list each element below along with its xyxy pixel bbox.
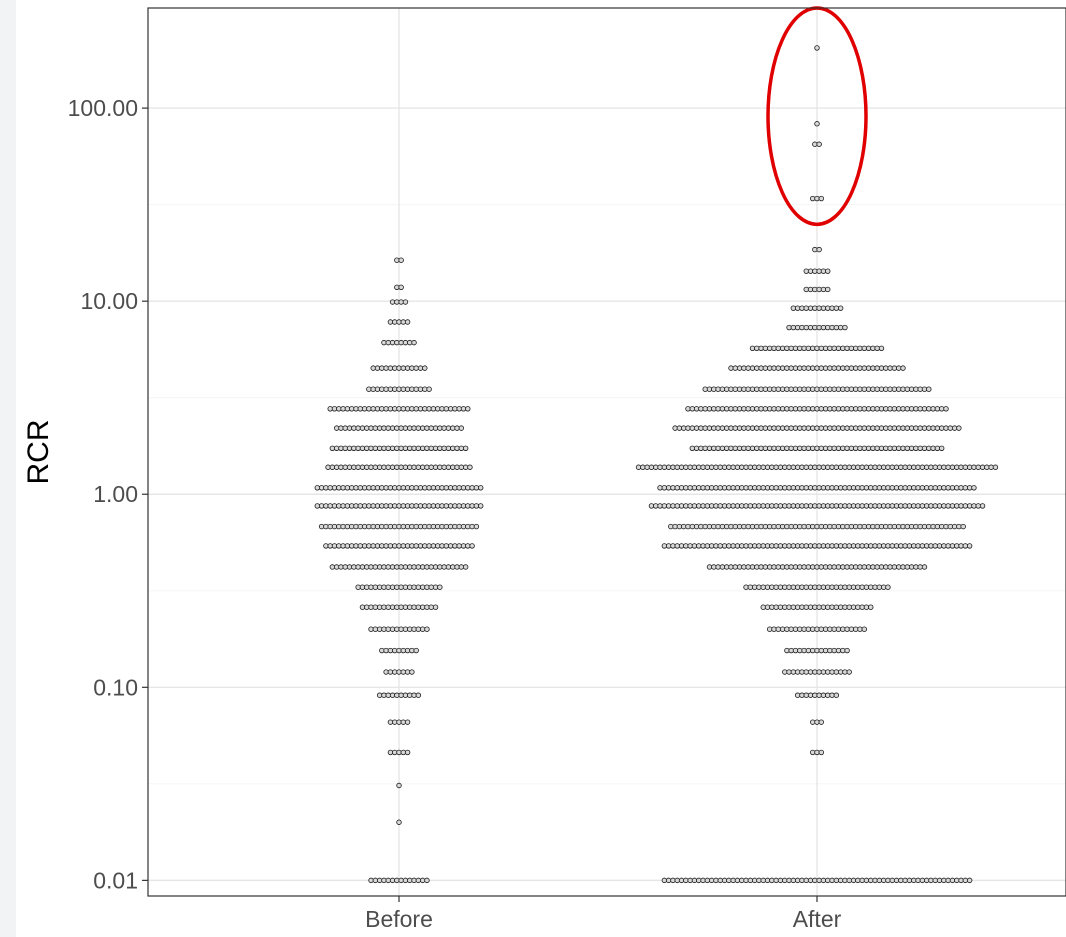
data-point	[424, 626, 430, 632]
data-point	[814, 45, 820, 51]
data-point	[885, 584, 891, 590]
x-axis: Before After	[365, 896, 842, 932]
data-point	[842, 324, 848, 331]
data-point	[478, 503, 484, 509]
data-point	[921, 564, 928, 570]
data-point	[462, 445, 469, 451]
data-point	[900, 365, 906, 371]
data-point	[979, 503, 986, 509]
grid-lines	[148, 8, 1066, 896]
data-point	[814, 121, 820, 127]
data-point	[396, 819, 402, 825]
data-point	[478, 485, 484, 491]
data-point	[404, 749, 411, 756]
data-point	[956, 425, 962, 431]
data-point	[825, 286, 831, 293]
data-point	[409, 669, 415, 675]
data-point	[404, 319, 411, 325]
x-tick-label: After	[793, 906, 842, 932]
data-point	[878, 345, 885, 352]
data-point	[846, 669, 852, 675]
data-point	[422, 365, 428, 371]
data-point	[818, 195, 824, 202]
data-points	[314, 45, 999, 884]
data-point	[467, 464, 473, 470]
data-point	[402, 299, 409, 305]
data-point	[825, 268, 831, 274]
data-point	[868, 604, 874, 610]
plot-border	[147, 7, 1066, 897]
data-point	[833, 692, 840, 698]
data-point	[971, 485, 977, 491]
data-point	[926, 386, 932, 392]
data-point	[424, 877, 430, 884]
data-point	[844, 647, 850, 654]
plot-panel	[148, 8, 1066, 896]
data-point	[458, 425, 465, 431]
data-point	[465, 406, 471, 412]
y-axis-title: RCR	[22, 420, 55, 485]
y-tick-label: 0.10	[93, 674, 138, 700]
data-point	[816, 141, 822, 147]
data-point	[437, 584, 443, 590]
data-point	[432, 604, 439, 610]
data-point	[861, 626, 867, 632]
left-background-strip	[0, 0, 16, 937]
data-point	[992, 464, 999, 470]
data-point	[816, 246, 822, 253]
x-tick-label: Before	[365, 906, 433, 932]
data-point	[818, 749, 824, 756]
data-point	[966, 877, 973, 884]
data-point	[415, 692, 422, 698]
data-point	[413, 647, 419, 654]
data-point	[473, 523, 480, 530]
data-point	[396, 782, 402, 789]
y-axis: 0.01 0.10 1.00 10.00 100.00	[68, 95, 148, 893]
data-point	[398, 257, 404, 263]
data-point	[939, 445, 945, 451]
y-tick-label: 0.01	[93, 867, 138, 893]
y-tick-label: 100.00	[68, 95, 138, 121]
data-point	[404, 719, 411, 725]
data-point	[960, 523, 966, 530]
data-point	[411, 339, 417, 346]
data-point	[426, 386, 432, 392]
data-point	[462, 564, 469, 570]
data-point	[943, 406, 949, 412]
y-tick-label: 10.00	[80, 288, 138, 314]
data-point	[966, 543, 973, 549]
data-point	[837, 305, 844, 311]
y-tick-label: 1.00	[93, 481, 138, 507]
data-point	[818, 719, 824, 725]
data-point	[398, 284, 404, 290]
data-point	[469, 543, 475, 549]
